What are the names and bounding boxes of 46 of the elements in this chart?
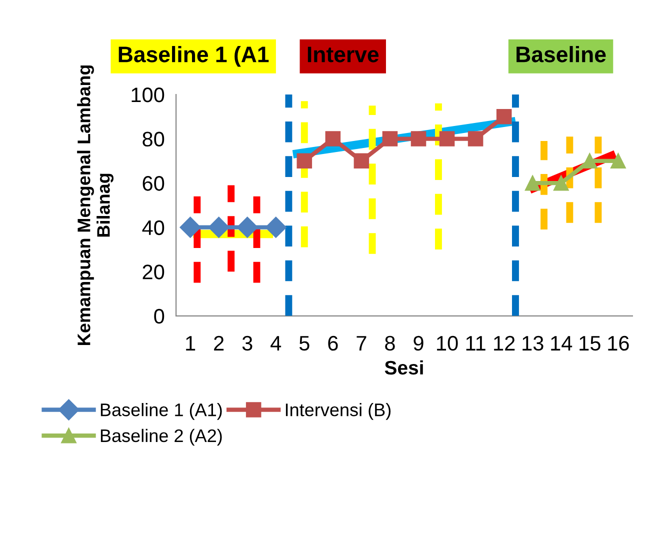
x-tick-label: 16 <box>608 336 629 351</box>
point <box>496 109 512 124</box>
y-tick-label: 0 <box>154 308 164 324</box>
point <box>296 153 312 169</box>
legend-label: Baseline 1 (A1) <box>100 403 222 420</box>
x-tick-label: 9 <box>414 336 424 351</box>
point <box>468 131 484 146</box>
legend-label: Baseline 2 (A2) <box>100 428 222 446</box>
x-tick-label: 14 <box>551 336 572 350</box>
y-tick-label: 80 <box>142 132 164 147</box>
text: Interve <box>308 46 379 62</box>
y-tick-label: 40 <box>142 220 164 236</box>
legend-label: Intervensi (B) <box>286 403 391 420</box>
point <box>325 131 341 146</box>
x-tick-label: 10 <box>437 336 458 351</box>
x-tick-label: 13 <box>522 336 544 351</box>
point <box>410 131 426 146</box>
y-axis-title: Kemampuan Mengenal Lambang Bilanag <box>77 65 114 345</box>
point <box>354 153 370 169</box>
y-tick-label: 100 <box>132 88 164 102</box>
x-tick-label: 8 <box>385 336 395 351</box>
x-tick-label: 7 <box>356 336 366 350</box>
point <box>439 131 455 146</box>
point <box>524 175 540 191</box>
x-tick-label: 4 <box>270 336 282 350</box>
x-tick-label: 5 <box>299 336 310 351</box>
point <box>382 131 398 146</box>
point <box>208 216 230 238</box>
x-axis-title: Sesi <box>384 360 423 375</box>
text: Baseline <box>516 46 606 62</box>
x-tick-label: 3 <box>242 336 252 351</box>
point <box>582 153 598 169</box>
y-tick-label: 60 <box>142 176 164 191</box>
x-tick-label: 15 <box>580 336 600 351</box>
point <box>610 153 626 169</box>
y-tick-label: 20 <box>142 264 164 280</box>
point <box>180 216 201 238</box>
point <box>553 175 569 191</box>
point <box>265 216 286 238</box>
point <box>236 216 258 238</box>
x-tick-label: 6 <box>328 336 338 351</box>
x-tick-label: 11 <box>466 336 486 350</box>
x-tick-label: 2 <box>214 336 224 350</box>
text: Baseline 1 (A1 <box>118 46 269 67</box>
x-tick-label: 1 <box>186 336 196 350</box>
x-tick-label: 12 <box>494 336 515 350</box>
